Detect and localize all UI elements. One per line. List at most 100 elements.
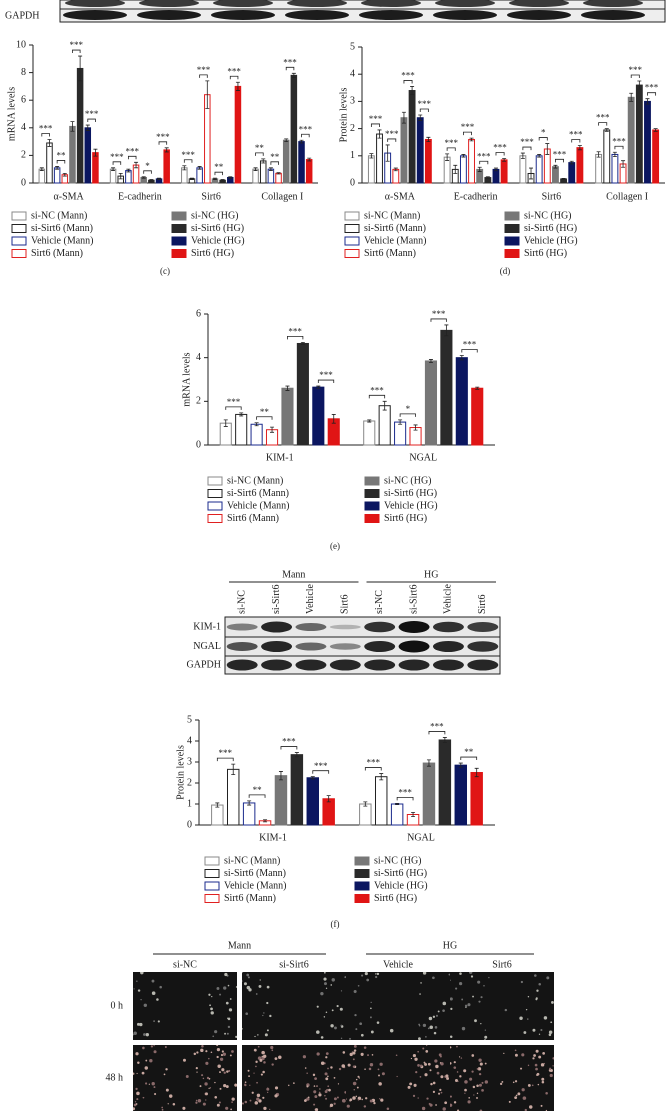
error-bar — [111, 167, 116, 171]
bar — [438, 739, 452, 826]
cell — [313, 1090, 317, 1094]
cell — [422, 1047, 425, 1050]
error-bar — [445, 153, 450, 161]
blot-lane-label: si-NC — [236, 590, 247, 614]
cell — [134, 1101, 137, 1103]
cell — [450, 1007, 453, 1010]
error-bar — [637, 80, 642, 90]
cell — [270, 1045, 274, 1050]
error-bar — [398, 419, 403, 425]
significance-bracket — [301, 133, 310, 138]
cell — [423, 1061, 426, 1064]
significance-bracket — [285, 66, 295, 71]
legend-label: si-Sirt6 (Mann) — [31, 223, 93, 234]
legend-label: Vehicle (Mann) — [31, 235, 93, 246]
cell — [389, 1028, 394, 1033]
bar — [163, 149, 170, 184]
blot-band — [583, 0, 643, 7]
cell — [247, 1069, 250, 1072]
error-bar — [612, 151, 617, 158]
cell — [357, 984, 360, 987]
error-bar — [47, 139, 52, 147]
cell — [352, 1058, 355, 1061]
error-bar — [205, 80, 210, 109]
blot-lane-label: Sirt6 — [340, 595, 351, 614]
cell — [432, 1015, 436, 1018]
cell — [476, 1092, 479, 1095]
cell — [210, 1051, 213, 1054]
cell — [262, 1096, 265, 1099]
significance-bracket — [396, 796, 414, 801]
error-bar — [458, 762, 463, 768]
legend-label: Sirt6 (HG) — [191, 248, 234, 259]
cell — [313, 1103, 316, 1106]
scratch-group-label: HG — [443, 940, 457, 951]
error-bar — [141, 176, 146, 179]
cell — [325, 1052, 329, 1056]
cell — [139, 1022, 143, 1027]
bar — [576, 147, 584, 184]
cell — [306, 1072, 308, 1074]
cell — [137, 1061, 140, 1064]
cell — [453, 1066, 457, 1069]
blot-group-label: Mann — [282, 569, 305, 580]
cell — [503, 1052, 505, 1055]
significance-label: *** — [370, 385, 384, 395]
x-tick-label: α-SMA — [385, 191, 416, 202]
cell — [524, 1108, 527, 1111]
cell — [204, 1082, 208, 1086]
bar — [470, 772, 483, 826]
cell — [417, 1064, 420, 1067]
cell — [552, 1065, 554, 1067]
error-bar — [326, 795, 331, 803]
cell — [527, 1083, 531, 1087]
cell — [151, 1082, 155, 1086]
significance-label: *** — [569, 130, 583, 140]
cell — [266, 1029, 269, 1032]
significance-bracket — [255, 152, 264, 156]
significance-bracket — [280, 746, 298, 750]
cell — [221, 1050, 224, 1053]
y-tick-label: 10 — [16, 39, 26, 50]
significance-bracket — [214, 171, 224, 176]
scratch-tile — [450, 1045, 554, 1111]
x-tick-label: Collagen I — [606, 191, 648, 202]
significance-bracket — [428, 731, 446, 735]
cell — [159, 985, 162, 989]
blot-band — [433, 10, 497, 20]
cell — [251, 1091, 254, 1094]
cell — [288, 1084, 290, 1087]
cell — [353, 1049, 357, 1052]
panel-label: (c) — [160, 266, 170, 276]
legend-swatch — [344, 224, 360, 233]
legend-label: si-NC (HG) — [384, 475, 432, 486]
cell — [141, 1071, 145, 1075]
cell — [153, 1020, 155, 1023]
cell — [360, 1052, 364, 1056]
cell — [425, 1050, 429, 1053]
error-bar — [228, 176, 233, 179]
blot-lane-label: si-Sirt6 — [271, 585, 282, 614]
cell — [542, 1052, 546, 1055]
error-bar — [223, 419, 228, 427]
cell — [263, 1061, 266, 1064]
cell — [145, 1082, 148, 1085]
error-bar — [395, 802, 400, 806]
x-tick-label: Sirt6 — [542, 191, 561, 202]
cell — [366, 978, 370, 982]
legend-swatch — [364, 514, 380, 523]
cell — [164, 1046, 167, 1049]
cell — [244, 1100, 248, 1104]
cell — [148, 1083, 150, 1085]
panel-label: (d) — [500, 266, 511, 276]
error-bar — [254, 422, 259, 427]
x-tick-label: NGAL — [407, 832, 435, 843]
legend-swatch — [207, 489, 223, 498]
cell — [244, 1081, 247, 1084]
cell — [219, 1071, 221, 1074]
cell — [353, 990, 357, 994]
cell — [476, 1084, 479, 1088]
significance-bracket — [538, 137, 548, 141]
cell — [357, 1075, 360, 1078]
significance-label: ** — [260, 407, 270, 417]
